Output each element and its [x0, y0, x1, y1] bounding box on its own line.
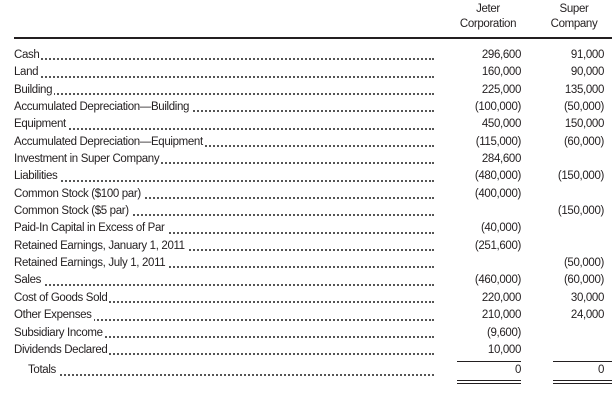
super-value: 150,000: [564, 118, 604, 131]
table-row: Common Stock ($5 par) (150,000): [14, 203, 612, 220]
column-header-super: Super Company: [538, 2, 610, 32]
super-value: (150,000): [557, 205, 604, 218]
totals-row: Totals 0 0: [14, 361, 612, 385]
jeter-value: (400,000): [474, 187, 521, 200]
header-line: Corporation: [459, 18, 517, 30]
row-label: Cost of Goods Sold: [14, 290, 434, 307]
row-label: Sales: [14, 272, 434, 289]
row-label: Common Stock ($100 par): [14, 186, 434, 203]
jeter-value: 296,600: [481, 49, 521, 61]
column-header-jeter: Jeter Corporation: [448, 2, 528, 32]
row-label: Land: [14, 64, 434, 81]
jeter-value: 10,000: [487, 343, 521, 356]
subtotal-rule-jeter: [457, 361, 521, 363]
header-line: Company: [550, 18, 598, 30]
super-value: 91,000: [570, 49, 604, 61]
super-value: 30,000: [570, 291, 604, 304]
table-row: Accumulated Depreciation—Building (100,00…: [14, 99, 612, 116]
row-label-text: Sales: [14, 274, 44, 287]
row-label: Equipment: [14, 116, 434, 133]
subtotal-rule-super: [553, 361, 612, 363]
row-label: Other Expenses: [14, 307, 434, 324]
row-label-text: Other Expenses: [14, 309, 94, 322]
jeter-value: (9,600): [487, 326, 521, 339]
super-value: (150,000): [557, 170, 604, 183]
row-label: Dividends Declared: [14, 342, 434, 359]
jeter-value: (40,000): [480, 222, 521, 235]
row-label: Common Stock ($5 par): [14, 203, 434, 220]
super-value: (60,000): [563, 135, 604, 148]
trial-balance-table: Cash 296,600 91,000 Land 160,000 90,000 Buildi…: [14, 47, 612, 385]
row-label-text: Common Stock ($100 par): [14, 187, 143, 200]
row-label: Retained Earnings, July 1, 2011: [14, 255, 434, 272]
row-label-text: Retained Earnings, July 1, 2011: [14, 257, 168, 270]
super-value: (60,000): [563, 274, 604, 287]
row-label-text: Land: [14, 66, 41, 79]
table-row: Building 225,000 135,000: [14, 82, 612, 99]
row-label-text: Subsidiary Income: [14, 326, 105, 339]
super-value: 24,000: [570, 309, 604, 322]
row-label-text: Accumulated Depreciation—Equipment: [14, 135, 205, 148]
table-row: Liabilities (480,000) (150,000): [14, 168, 612, 185]
row-label: Building: [14, 82, 434, 99]
super-value: 90,000: [570, 66, 604, 79]
super-value: (50,000): [563, 101, 604, 114]
row-label-text: Dividends Declared: [14, 343, 110, 356]
super-total: 0: [597, 364, 604, 377]
row-label: Paid-In Capital in Excess of Par: [14, 220, 434, 237]
table-row: Equipment 450,000 150,000: [14, 116, 612, 133]
jeter-value: 225,000: [481, 83, 521, 96]
row-label: Accumulated Depreciation—Equipment: [14, 134, 434, 151]
table-row: Common Stock ($100 par) (400,000): [14, 186, 612, 203]
header-line: Super: [559, 3, 589, 15]
table-row: Dividends Declared 10,000: [14, 342, 612, 359]
table-row: Sales (460,000) (60,000): [14, 272, 612, 289]
jeter-value: 220,000: [481, 291, 521, 304]
jeter-value: 160,000: [481, 66, 521, 79]
table-row: Retained Earnings, January 1, 2011 (251,6…: [14, 238, 612, 255]
jeter-total: 0: [514, 364, 521, 377]
row-label: Investment in Super Company: [14, 151, 434, 168]
header-line: Jeter: [476, 3, 500, 15]
jeter-value: (115,000): [475, 135, 522, 148]
row-label-text: Cash: [14, 49, 42, 61]
jeter-value: (460,000): [474, 274, 521, 287]
row-label-text: Liabilities: [14, 170, 60, 183]
double-rule-jeter: [457, 380, 521, 385]
row-label-text: Cost of Goods Sold: [14, 291, 110, 304]
table-row: Land 160,000 90,000: [14, 64, 612, 81]
super-value: (50,000): [563, 257, 604, 270]
row-label: Subsidiary Income: [14, 325, 434, 342]
table-row: Cash 296,600 91,000: [14, 47, 612, 64]
table-row: Cost of Goods Sold 220,000 30,000: [14, 290, 612, 307]
row-label-text: Equipment: [14, 118, 68, 131]
row-label: Accumulated Depreciation—Building: [14, 99, 434, 116]
row-label-text: Investment in Super Company: [14, 153, 162, 166]
table-row: Retained Earnings, July 1, 2011 (50,000): [14, 255, 612, 272]
row-label-text: Building: [14, 83, 55, 96]
row-label: Liabilities: [14, 168, 434, 185]
super-value: 135,000: [564, 83, 604, 96]
table-row: Other Expenses 210,000 24,000: [14, 307, 612, 324]
totals-label: Totals: [28, 362, 434, 379]
jeter-value: 284,600: [481, 153, 521, 166]
table-row: Accumulated Depreciation—Equipment (115,0…: [14, 134, 612, 151]
table-row: Paid-In Capital in Excess of Par (40,000): [14, 220, 612, 237]
row-label: Retained Earnings, January 1, 2011: [14, 238, 434, 255]
row-label-text: Common Stock ($5 par): [14, 205, 131, 218]
row-label-text: Accumulated Depreciation—Building: [14, 101, 192, 114]
row-label-text: Paid-In Capital in Excess of Par: [14, 222, 167, 235]
jeter-value: (480,000): [474, 170, 521, 183]
header-rule: [14, 37, 612, 39]
jeter-value: (100,000): [474, 101, 521, 114]
row-label: Cash: [14, 47, 434, 64]
table-row: Subsidiary Income (9,600): [14, 325, 612, 342]
jeter-value: (251,600): [474, 239, 521, 252]
jeter-value: 210,000: [481, 309, 521, 322]
totals-label-text: Totals: [28, 364, 58, 377]
jeter-value: 450,000: [481, 118, 521, 131]
table-row: Investment in Super Company 284,600: [14, 151, 612, 168]
double-rule-super: [553, 380, 612, 385]
row-label-text: Retained Earnings, January 1, 2011: [14, 239, 187, 252]
